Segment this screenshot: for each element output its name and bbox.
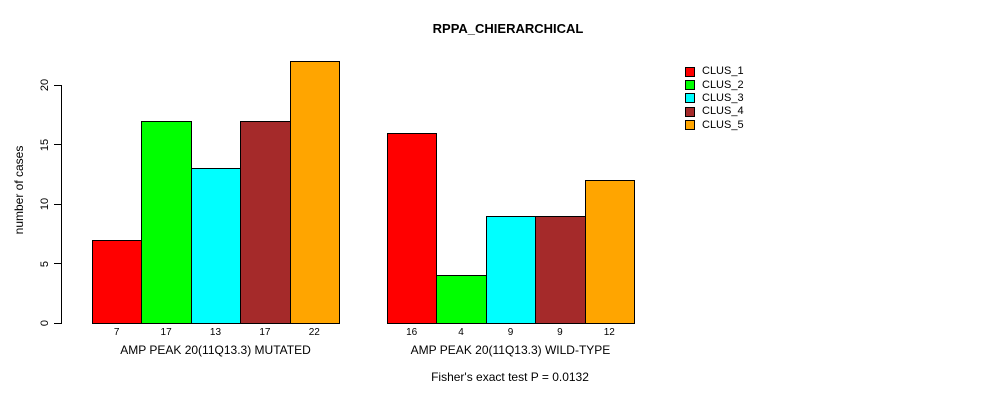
- legend-entry-clus_3: CLUS_3: [685, 92, 744, 105]
- bar-clus_1-group2: [387, 132, 438, 324]
- bar-value-label: 22: [308, 327, 320, 338]
- y-tick-mark: [54, 322, 61, 324]
- bar-clus_5-group2: [584, 180, 635, 324]
- y-tick-mark: [54, 84, 61, 86]
- bar-value-label: 16: [406, 327, 418, 338]
- legend-swatch-icon: [685, 106, 695, 117]
- bar-value-label: 12: [603, 327, 615, 338]
- bar-value-label: 17: [259, 327, 271, 338]
- y-tick-mark: [54, 203, 61, 205]
- bar-clus_3-group2: [485, 215, 537, 324]
- category-label-group1: AMP PEAK 20(11Q13.3) MUTATED: [120, 343, 311, 357]
- legend-label: CLUS_2: [702, 78, 744, 91]
- legend-label: CLUS_4: [702, 105, 744, 118]
- bar-value-label: 17: [160, 327, 172, 338]
- legend: CLUS_1 CLUS_2 CLUS_3 CLUS_4 CLUS_5: [685, 65, 744, 132]
- bar-clus_2-group2: [436, 275, 487, 324]
- legend-entry-clus_1: CLUS_1: [685, 65, 744, 78]
- fisher-test-annotation: Fisher's exact test P = 0.0132: [431, 370, 589, 384]
- y-tick-label: 0: [39, 319, 51, 327]
- bar-clus_4-group2: [535, 215, 586, 324]
- bar-clus_1-group1: [92, 239, 143, 324]
- bar-clus_4-group1: [240, 120, 291, 324]
- bar-clus_2-group1: [141, 120, 192, 324]
- y-tick-mark: [54, 144, 61, 145]
- bar-value-label: 9: [507, 327, 514, 338]
- category-label-group2: AMP PEAK 20(11Q13.3) WILD-TYPE: [410, 343, 611, 357]
- legend-entry-clus_2: CLUS_2: [685, 78, 744, 91]
- y-axis-title: number of cases: [12, 145, 26, 235]
- bar-value-label: 7: [113, 327, 120, 338]
- bar-value-label: 9: [557, 327, 563, 338]
- bar-clus_3-group1: [190, 168, 242, 324]
- legend-label: CLUS_3: [702, 91, 744, 104]
- bar-clus_5-group1: [289, 61, 340, 324]
- legend-swatch-icon: [685, 93, 695, 104]
- bar-value-label: 13: [209, 327, 222, 338]
- y-tick-label: 20: [39, 78, 51, 92]
- legend-swatch-icon: [685, 120, 695, 131]
- legend-label: CLUS_1: [702, 65, 744, 78]
- y-tick-mark: [54, 263, 61, 264]
- y-tick-label: 15: [39, 138, 51, 151]
- y-axis-line: [61, 85, 62, 324]
- y-tick-label: 10: [39, 197, 51, 211]
- legend-entry-clus_5: CLUS_5: [685, 119, 744, 132]
- bar-value-label: 4: [458, 327, 464, 338]
- legend-entry-clus_4: CLUS_4: [685, 105, 744, 118]
- y-tick-label: 5: [39, 260, 51, 267]
- legend-swatch-icon: [685, 80, 695, 91]
- chart-title: RPPA_CHIERARCHICAL: [432, 21, 584, 36]
- legend-swatch-icon: [685, 66, 695, 77]
- legend-label: CLUS_5: [702, 118, 744, 131]
